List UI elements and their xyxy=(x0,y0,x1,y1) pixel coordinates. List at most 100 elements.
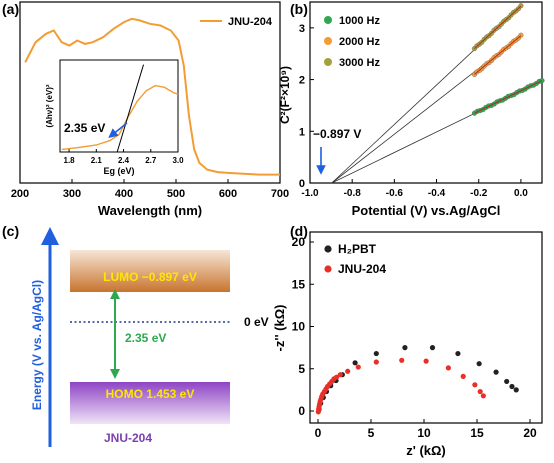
panel-b-label: (b) xyxy=(290,1,308,17)
panel-d-data-point xyxy=(373,350,379,357)
panel-d-data-point xyxy=(333,374,340,380)
panel-d-data-point xyxy=(513,387,519,393)
panel-b-data-point xyxy=(539,78,545,84)
panel-b-legend-label: 1000 Hz xyxy=(339,15,380,27)
panel-d-y-tick-label: 0 xyxy=(298,404,305,418)
panel-a-x-tick-label: 300 xyxy=(63,188,81,200)
panel-d-data-point xyxy=(345,368,351,374)
panel-a-inset-x-tick-label: 2.4 xyxy=(118,156,130,165)
panel-d-data-point xyxy=(476,361,482,367)
panel-b-series xyxy=(331,3,545,184)
panel-d-data-point xyxy=(355,364,361,370)
panel-d-data-point xyxy=(423,358,429,364)
homo-level xyxy=(70,382,230,424)
panel-d-legend-marker-jnu204 xyxy=(324,265,332,273)
panel-c-ylabel: Energy (V vs. Ag/AgCl) xyxy=(30,280,44,410)
panel-d-x-tick-label: 5 xyxy=(368,426,375,440)
panel-d-y-tick-label: 5 xyxy=(298,362,305,376)
panel-d-data-point xyxy=(493,369,499,375)
panel-a-inset-x-tick-label: 2.1 xyxy=(91,156,103,165)
panel-d-data-point xyxy=(472,382,478,388)
panel-a-inset-xlabel: Eg (eV) xyxy=(103,166,134,176)
panel-b-x-tick-label: 0.0 xyxy=(514,188,528,199)
panel-b-red-fit-line xyxy=(474,5,522,49)
panel-b-legend: 1000 Hz 2000 Hz 3000 Hz xyxy=(324,15,380,69)
panel-c-label: (c) xyxy=(2,223,19,239)
panel-b-legend-marker xyxy=(324,37,332,45)
panel-d-ylabel: -z'' (kΩ) xyxy=(272,305,287,352)
panel-a-x-tick-label: 500 xyxy=(167,188,185,200)
panel-a-inset: 1.8 2.1 2.4 2.7 3.0 xyxy=(61,64,184,165)
panel-d-legend-marker-h2pbt xyxy=(324,245,332,253)
homo-label: HOMO 1.453 eV xyxy=(106,387,195,401)
panel-d-data-point xyxy=(402,345,408,351)
panel-d-series xyxy=(315,345,519,415)
panel-d-data-point xyxy=(480,393,486,399)
panel-b-x-tick-label: -0.2 xyxy=(470,188,488,199)
panel-a-inset-arrow xyxy=(108,122,128,138)
panel-b-frame xyxy=(309,1,543,184)
panel-a-inset-tangent-line xyxy=(116,64,144,153)
panel-b-axes: -1.0 -0.8 -0.6 -0.4 -0.2 0.0 0 1 2 3 xyxy=(299,23,528,199)
panel-d-data-point xyxy=(352,360,358,366)
panel-b-ylabel: C²(F²×10⁹) xyxy=(278,66,292,124)
panel-d: (d) 0 5 10 15 20 0 5 10 15 20 H₂PBT JNU-204 z' (k… xyxy=(272,223,543,458)
panel-c-material-label: JNU-204 xyxy=(104,431,152,445)
panel-b-x-tick-label: -0.4 xyxy=(428,188,446,199)
panel-d-axes: 0 5 10 15 20 0 5 10 15 20 xyxy=(292,235,537,440)
panel-a-frame xyxy=(19,1,281,184)
panel-b-y-tick-label: 0 xyxy=(299,178,305,190)
panel-b-x-tick-label: -1.0 xyxy=(301,188,319,199)
panel-a-inset-ylabel: (Ahν)² (eV)² xyxy=(45,84,54,127)
panel-b-y-tick-label: 3 xyxy=(299,23,305,35)
panel-d-y-tick-label: 15 xyxy=(292,277,306,291)
panel-a-series xyxy=(24,17,280,176)
panel-d-data-point xyxy=(445,365,451,371)
panel-d-y-tick-label: 20 xyxy=(292,235,306,249)
panel-b-y-tick-label: 2 xyxy=(299,75,305,87)
zero-label: 0 eV xyxy=(244,315,269,329)
panel-a-xlabel: Wavelength (nm) xyxy=(98,203,202,218)
panel-a-inset-x-tick-label: 2.7 xyxy=(145,156,157,165)
panel-b-legend-marker xyxy=(324,16,332,24)
panel-d-xlabel: z' (kΩ) xyxy=(406,443,446,458)
panel-d-y-tick-label: 10 xyxy=(292,320,306,334)
panel-a-series-line xyxy=(24,17,280,176)
panel-d-data-point xyxy=(509,383,515,390)
panel-a-x-tick-label: 200 xyxy=(11,188,29,200)
panel-d-x-tick-label: 0 xyxy=(315,426,322,440)
lumo-level xyxy=(70,250,230,292)
panel-b-legend-marker xyxy=(324,58,332,66)
panel-b-red-fit-line xyxy=(474,35,522,75)
panel-b-x-tick-label: -0.8 xyxy=(344,188,362,199)
panel-d-data-point xyxy=(460,373,466,379)
panel-b-xlabel: Potential (V) vs.Ag/AgCl xyxy=(352,203,501,218)
panel-b-legend-label: 2000 Hz xyxy=(339,36,380,48)
panel-c: (c) Energy (V vs. Ag/AgCl) LUMO −0.897 e… xyxy=(2,223,269,447)
panel-a-x-tick-label: 600 xyxy=(219,188,237,200)
lumo-label: LUMO −0.897 eV xyxy=(103,270,197,284)
panel-d-data-point xyxy=(429,345,436,351)
panel-d-label: (d) xyxy=(290,223,308,239)
panel-b-red-fit-line xyxy=(474,80,543,114)
panel-b-legend-label: 3000 Hz xyxy=(339,57,380,69)
band-gap-label: 2.35 eV xyxy=(125,331,166,345)
panel-b-x-tick-label: -0.6 xyxy=(386,188,404,199)
panel-d-legend-label-h2pbt: H₂PBT xyxy=(338,242,377,256)
panel-b-y-tick-label: 1 xyxy=(299,126,305,138)
panel-a: (a) 200 300 400 500 600 700 Wavelength (nm) J… xyxy=(2,1,289,218)
panel-d-data-point xyxy=(399,357,405,363)
panel-d-frame xyxy=(309,231,543,424)
panel-a-x-axis: 200 300 400 500 600 700 xyxy=(11,179,289,200)
panel-a-inset-frame xyxy=(59,59,179,153)
panel-d-x-tick-label: 20 xyxy=(523,426,537,440)
panel-a-legend-label: JNU-204 xyxy=(228,16,273,28)
panel-d-data-point xyxy=(504,378,510,385)
panel-d-data-point xyxy=(455,350,461,357)
panel-b: (b) -1.0 -0.8 -0.6 -0.4 -0.2 0.0 0 1 2 3 1000 Hz 2… xyxy=(278,1,545,218)
panel-a-inset-annotation: 2.35 eV xyxy=(64,121,105,135)
panel-a-x-tick-label: 400 xyxy=(115,188,133,200)
panel-d-data-point xyxy=(373,359,379,365)
panel-d-data-point xyxy=(477,388,483,395)
